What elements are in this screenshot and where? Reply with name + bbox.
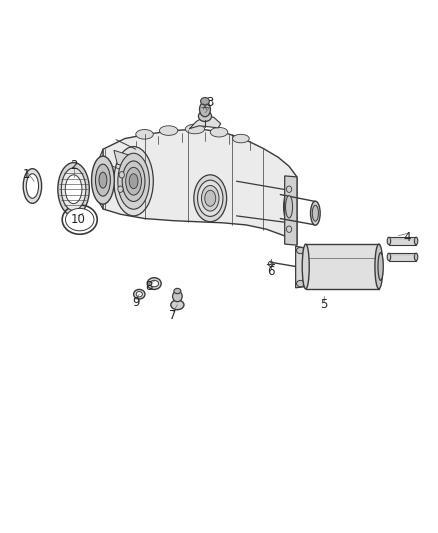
Ellipse shape	[114, 147, 153, 216]
Polygon shape	[306, 244, 379, 289]
Text: 3: 3	[207, 96, 214, 109]
Ellipse shape	[126, 167, 141, 195]
Ellipse shape	[185, 124, 205, 134]
Ellipse shape	[95, 164, 110, 196]
Ellipse shape	[387, 253, 391, 261]
Ellipse shape	[312, 205, 318, 221]
Ellipse shape	[286, 226, 292, 232]
Text: 6: 6	[267, 265, 275, 278]
Ellipse shape	[147, 278, 161, 289]
Ellipse shape	[174, 288, 181, 294]
Ellipse shape	[414, 253, 418, 261]
Text: 5: 5	[321, 298, 328, 311]
Text: 9: 9	[132, 296, 140, 309]
Polygon shape	[95, 149, 103, 209]
Ellipse shape	[297, 280, 304, 287]
Ellipse shape	[375, 244, 383, 289]
Ellipse shape	[99, 172, 107, 188]
Ellipse shape	[58, 163, 89, 216]
Ellipse shape	[205, 190, 215, 206]
Ellipse shape	[233, 134, 249, 143]
Polygon shape	[296, 246, 306, 288]
Ellipse shape	[92, 156, 114, 204]
Ellipse shape	[378, 253, 383, 280]
Ellipse shape	[210, 127, 228, 137]
Ellipse shape	[302, 244, 309, 289]
Ellipse shape	[414, 237, 418, 245]
Ellipse shape	[284, 191, 295, 223]
Ellipse shape	[134, 289, 145, 299]
Ellipse shape	[198, 180, 223, 216]
Polygon shape	[389, 253, 416, 261]
Polygon shape	[189, 116, 221, 129]
Ellipse shape	[201, 98, 209, 105]
Ellipse shape	[65, 175, 82, 204]
Ellipse shape	[198, 111, 212, 122]
Ellipse shape	[122, 161, 145, 201]
Ellipse shape	[119, 172, 124, 178]
Text: 7: 7	[169, 309, 177, 322]
Ellipse shape	[65, 208, 94, 231]
Ellipse shape	[297, 247, 304, 254]
Ellipse shape	[136, 292, 142, 297]
Text: 8: 8	[145, 280, 152, 293]
Polygon shape	[103, 129, 297, 245]
Text: 10: 10	[71, 213, 85, 226]
Ellipse shape	[136, 130, 153, 139]
Polygon shape	[389, 237, 416, 245]
Text: 4: 4	[403, 231, 411, 244]
Ellipse shape	[118, 153, 149, 209]
Polygon shape	[285, 176, 297, 245]
Ellipse shape	[201, 185, 219, 211]
Ellipse shape	[200, 102, 210, 117]
Ellipse shape	[159, 126, 178, 135]
Ellipse shape	[194, 175, 227, 222]
Text: 2: 2	[70, 159, 78, 172]
Ellipse shape	[286, 186, 292, 192]
Ellipse shape	[129, 174, 138, 189]
Ellipse shape	[61, 168, 86, 211]
Ellipse shape	[311, 201, 320, 225]
Ellipse shape	[150, 280, 159, 287]
Ellipse shape	[23, 168, 42, 204]
Ellipse shape	[118, 186, 123, 192]
Ellipse shape	[26, 174, 39, 198]
Polygon shape	[114, 150, 139, 171]
Ellipse shape	[387, 237, 391, 245]
Ellipse shape	[173, 291, 182, 302]
Ellipse shape	[286, 196, 293, 218]
Text: 1: 1	[22, 168, 30, 181]
Ellipse shape	[171, 300, 184, 310]
